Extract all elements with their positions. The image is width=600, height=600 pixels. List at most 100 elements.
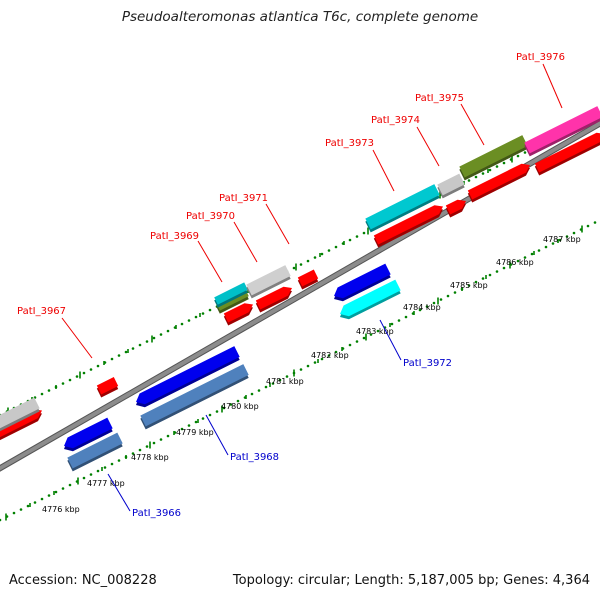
track-dot [404, 315, 408, 319]
track-dot [208, 308, 212, 312]
feature-body [524, 106, 600, 154]
label-leader-line [197, 240, 223, 283]
gene-label-pati-3967: PatI_3967 [17, 306, 66, 317]
scale-label: 4781 kbp [266, 377, 304, 386]
gene-label-pati-3972: PatI_3972 [403, 358, 452, 369]
gene-label-pati-3974: PatI_3974 [371, 115, 420, 126]
accession-text: Accession: NC_008228 [9, 573, 157, 588]
track-dot [425, 305, 429, 308]
gene-label-pati-3970: PatI_3970 [186, 211, 235, 222]
track-dot [348, 238, 352, 242]
label-leader-line [61, 317, 93, 359]
track-dot [271, 382, 275, 385]
track-dot [390, 322, 394, 326]
track-dot [544, 245, 548, 249]
track-dot [516, 259, 520, 263]
track-dot [75, 375, 79, 378]
track-dot [285, 375, 289, 378]
track-dot [572, 231, 576, 235]
track-dot [215, 410, 219, 413]
feature-body [140, 364, 249, 427]
track-dot [145, 445, 149, 448]
gene-label-pati-3968: PatI_3968 [230, 452, 279, 463]
track-dot [187, 319, 191, 322]
scale-label: 4776 kbp [42, 505, 80, 514]
track-dot [467, 179, 471, 182]
track-dot [166, 329, 170, 333]
label-layer: 4776 kbp 4777 kbp 4778 kbp 4779 kbp 4780 kbp… [17, 52, 581, 519]
track-dot [446, 294, 450, 298]
track-dot [201, 312, 205, 315]
gene-label-pati-3976: PatI_3976 [516, 52, 565, 63]
track-dot [194, 315, 198, 319]
track-dot [439, 298, 443, 301]
feature-body [334, 263, 391, 299]
gene-block-steelblue [67, 432, 123, 472]
track-dot [586, 224, 590, 228]
feature-body [340, 279, 401, 317]
feature-body [0, 409, 42, 438]
label-leader-line [107, 473, 131, 512]
track-dot [26, 504, 30, 508]
gene-block-gray [0, 397, 40, 432]
gene-block-red [96, 377, 119, 398]
track-dot [117, 459, 121, 462]
track-dot [355, 340, 359, 343]
track-dot [481, 277, 485, 280]
gene-block-red [467, 163, 530, 203]
gene-label-pati-3966: PatI_3966 [132, 508, 181, 519]
track-dot [299, 368, 303, 371]
gene-block-steelblue [140, 364, 249, 430]
track-dot [334, 350, 338, 354]
gene-label-pati-3971: PatI_3971 [219, 193, 268, 204]
track-dot [201, 417, 205, 420]
gene-label-pati-3975: PatI_3975 [415, 93, 464, 104]
gene-block-magenta [524, 106, 600, 157]
gene-block-red [255, 286, 292, 313]
track-dot [33, 501, 37, 504]
feature-body [96, 377, 119, 395]
gene-block-red [445, 199, 466, 218]
track-dot [313, 361, 317, 364]
label-leader-line [542, 63, 563, 109]
label-leader-line [265, 203, 290, 245]
track-dot [236, 399, 240, 403]
gene-block-gray [437, 173, 465, 199]
feature-body [365, 184, 440, 230]
feature-body [297, 269, 319, 287]
scale-label: 4779 kbp [176, 428, 214, 437]
track-dot [47, 389, 51, 392]
track-dot [474, 280, 478, 284]
gene-block-red [0, 409, 42, 441]
track-dot [131, 452, 135, 455]
feature-body [445, 199, 466, 215]
gene-block-blue [136, 346, 240, 408]
track-dot [61, 487, 65, 490]
gene-block-red [534, 132, 600, 176]
scale-label: 4782 kbp [311, 351, 349, 360]
gene-block-cyan [365, 184, 440, 233]
track-dot [502, 266, 506, 270]
gene-block-cyan [214, 282, 248, 308]
gene-block-blue [334, 263, 391, 302]
gene-block-red [297, 269, 319, 290]
track-dot [327, 354, 331, 357]
feature-body [136, 346, 240, 405]
track-dot [208, 413, 212, 417]
track-dot [40, 392, 44, 396]
track-dot [12, 511, 16, 515]
track-dot [19, 508, 23, 511]
scale-label: 4777 kbp [87, 479, 125, 488]
track-dot [418, 308, 422, 312]
track-dot [306, 259, 310, 263]
track-dot [264, 385, 268, 389]
track-dot [320, 252, 324, 256]
track-dot [229, 403, 233, 406]
track-dot [376, 329, 380, 333]
track-dot [495, 165, 499, 168]
feature-body [223, 303, 253, 323]
gene-block-red [373, 205, 443, 248]
feature-body [67, 432, 123, 469]
track-dot [292, 266, 296, 270]
track-dot [320, 357, 324, 361]
